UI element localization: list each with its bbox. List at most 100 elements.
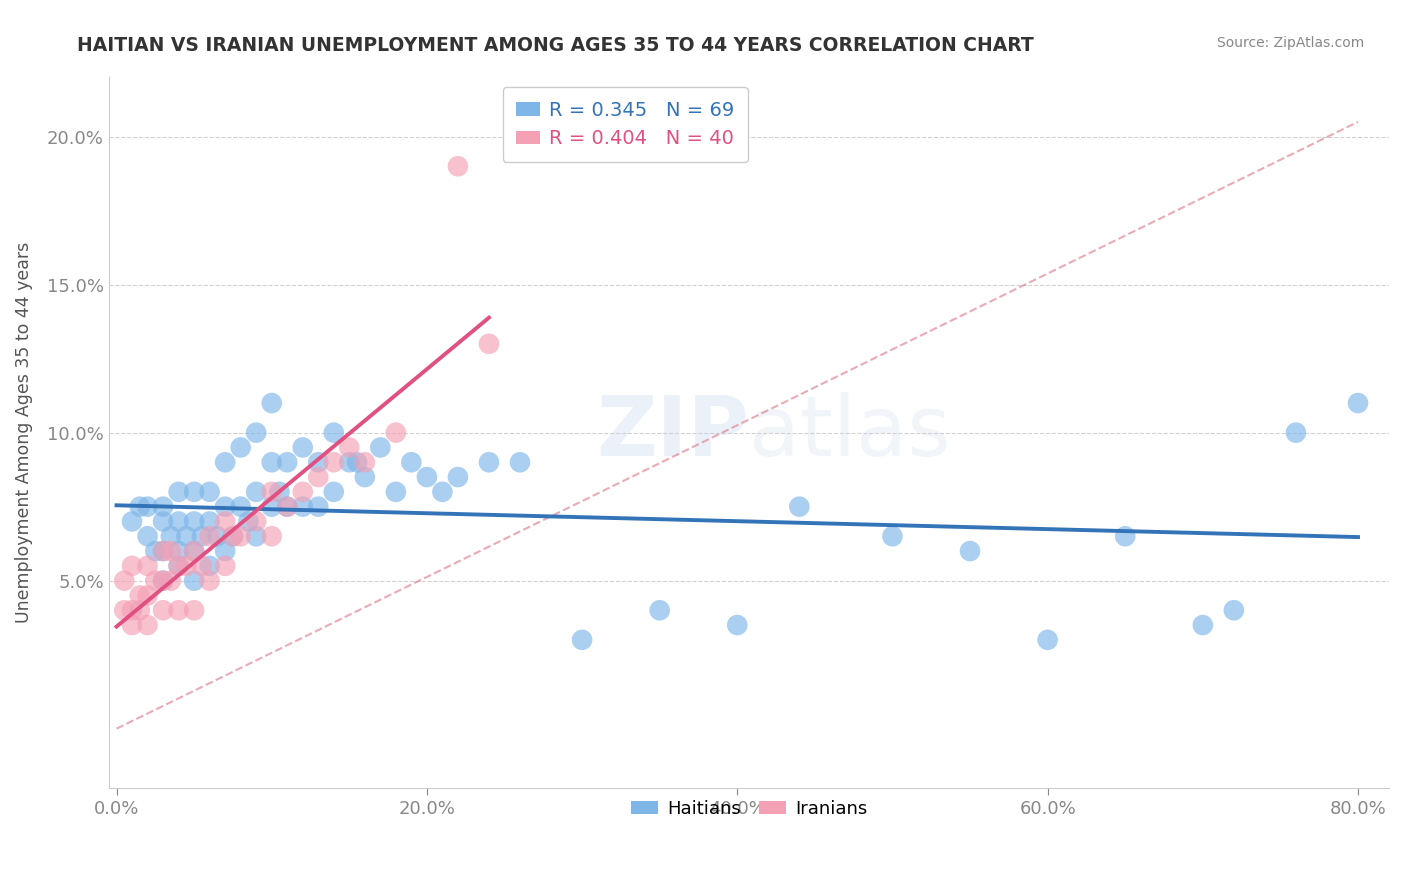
Text: ZIP: ZIP <box>596 392 749 473</box>
Point <box>112 574 135 588</box>
Point <box>183 574 205 588</box>
Point <box>1191 618 1213 632</box>
Point <box>260 529 283 543</box>
Point <box>370 441 392 455</box>
Point <box>882 529 904 543</box>
Point <box>385 484 408 499</box>
Point <box>176 529 198 543</box>
Point <box>159 544 181 558</box>
Point <box>143 544 166 558</box>
Point <box>198 484 221 499</box>
Point <box>191 558 214 573</box>
Point <box>121 515 143 529</box>
Point <box>571 632 593 647</box>
Point <box>337 441 360 455</box>
Point <box>176 558 198 573</box>
Point <box>167 544 190 558</box>
Point <box>260 396 283 410</box>
Point <box>136 529 159 543</box>
Point <box>167 558 190 573</box>
Point <box>276 455 298 469</box>
Point <box>183 603 205 617</box>
Point <box>229 529 252 543</box>
Point <box>346 455 368 469</box>
Point <box>447 159 470 173</box>
Point <box>307 500 329 514</box>
Point <box>159 574 181 588</box>
Point <box>307 455 329 469</box>
Point <box>260 455 283 469</box>
Point <box>152 515 174 529</box>
Point <box>183 544 205 558</box>
Point <box>509 455 531 469</box>
Point <box>214 500 236 514</box>
Point <box>214 455 236 469</box>
Point <box>276 500 298 514</box>
Point <box>121 618 143 632</box>
Point <box>152 574 174 588</box>
Point <box>322 455 344 469</box>
Text: atlas: atlas <box>749 392 950 473</box>
Point <box>1347 396 1369 410</box>
Point <box>167 484 190 499</box>
Point <box>337 455 360 469</box>
Point <box>136 500 159 514</box>
Point <box>238 515 260 529</box>
Point <box>198 558 221 573</box>
Point <box>1285 425 1308 440</box>
Point <box>136 618 159 632</box>
Point <box>183 544 205 558</box>
Point <box>245 425 267 440</box>
Point <box>959 544 981 558</box>
Point <box>136 589 159 603</box>
Point <box>260 500 283 514</box>
Point <box>260 484 283 499</box>
Point <box>478 336 501 351</box>
Point <box>167 603 190 617</box>
Point <box>121 558 143 573</box>
Point <box>229 500 252 514</box>
Point <box>1036 632 1059 647</box>
Point <box>214 544 236 558</box>
Point <box>353 470 375 484</box>
Point <box>198 515 221 529</box>
Point <box>432 484 454 499</box>
Point <box>112 603 135 617</box>
Point <box>128 589 150 603</box>
Point <box>385 425 408 440</box>
Point <box>269 484 291 499</box>
Point <box>648 603 671 617</box>
Point <box>214 558 236 573</box>
Point <box>222 529 245 543</box>
Point <box>416 470 439 484</box>
Point <box>322 484 344 499</box>
Point <box>725 618 748 632</box>
Point <box>128 603 150 617</box>
Point <box>307 470 329 484</box>
Point <box>152 544 174 558</box>
Point <box>1223 603 1246 617</box>
Point <box>214 515 236 529</box>
Point <box>353 455 375 469</box>
Text: HAITIAN VS IRANIAN UNEMPLOYMENT AMONG AGES 35 TO 44 YEARS CORRELATION CHART: HAITIAN VS IRANIAN UNEMPLOYMENT AMONG AG… <box>77 36 1033 54</box>
Point <box>207 529 229 543</box>
Y-axis label: Unemployment Among Ages 35 to 44 years: Unemployment Among Ages 35 to 44 years <box>15 242 32 624</box>
Point <box>291 484 314 499</box>
Point <box>789 500 811 514</box>
Point <box>276 500 298 514</box>
Point <box>183 515 205 529</box>
Point <box>291 441 314 455</box>
Point <box>198 574 221 588</box>
Point <box>191 529 214 543</box>
Point <box>245 484 267 499</box>
Point <box>128 500 150 514</box>
Point <box>322 425 344 440</box>
Point <box>152 500 174 514</box>
Point <box>152 574 174 588</box>
Point <box>401 455 423 469</box>
Point <box>159 529 181 543</box>
Point <box>183 484 205 499</box>
Point <box>136 558 159 573</box>
Point <box>121 603 143 617</box>
Legend: Haitians, Iranians: Haitians, Iranians <box>623 793 875 825</box>
